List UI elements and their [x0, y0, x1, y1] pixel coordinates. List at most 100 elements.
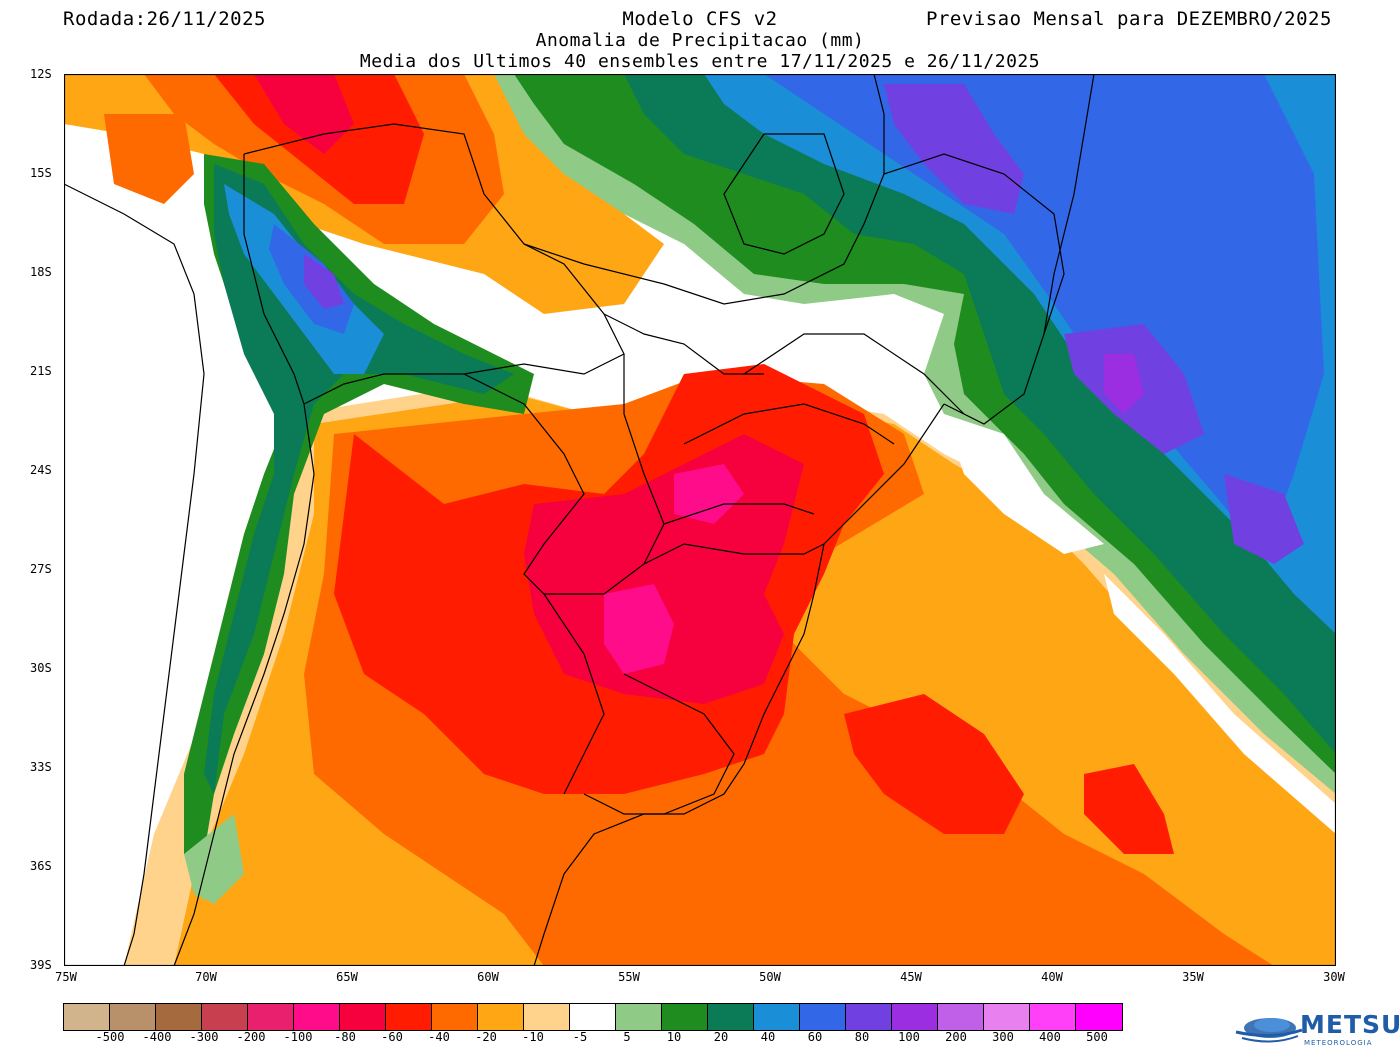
- lon-label-55w: 55W: [618, 970, 640, 984]
- ensemble-subtitle: Media dos Ultimos 40 ensembles entre 17/…: [359, 51, 1041, 72]
- forecast-title: Previsao Mensal para DEZEMBRO/2025: [926, 8, 1332, 30]
- lon-label-45w: 45W: [900, 970, 922, 984]
- map-canvas: [64, 74, 1336, 966]
- lat-label-39s: 39S: [30, 958, 52, 972]
- precipitation-anomaly-map: [64, 74, 1336, 966]
- legend-label: -200: [236, 1030, 266, 1044]
- legend-label: -5: [572, 1030, 588, 1044]
- legend-swatch: [524, 1004, 570, 1030]
- anomaly-plus100-south-east: [1224, 474, 1304, 564]
- legend-label: -20: [475, 1030, 497, 1044]
- legend-swatch: [64, 1004, 110, 1030]
- anomaly-fields: [64, 74, 1336, 966]
- lat-label-27s: 27S: [30, 562, 52, 576]
- legend-label: 40: [760, 1030, 776, 1044]
- anomaly-minus40-west: [104, 114, 194, 204]
- model-title: Modelo CFS v2: [622, 8, 778, 30]
- metsul-logo: [1235, 1018, 1303, 1043]
- legend-swatch: [294, 1004, 340, 1030]
- brazil-states-bahia: [883, 153, 1065, 335]
- legend-swatch: [754, 1004, 800, 1030]
- legend-label: 100: [898, 1030, 920, 1044]
- brazil-states-south: [643, 543, 825, 565]
- legend-label: 10: [666, 1030, 682, 1044]
- brazil-states-north: [523, 74, 885, 305]
- legend-swatch: [202, 1004, 248, 1030]
- brazil-states-mg: [743, 333, 965, 415]
- legend-swatch: [938, 1004, 984, 1030]
- legend-label: 60: [807, 1030, 823, 1044]
- legend-label: -100: [283, 1030, 313, 1044]
- legend-swatch: [1076, 1004, 1122, 1030]
- legend-swatch: [846, 1004, 892, 1030]
- legend-swatch: [478, 1004, 524, 1030]
- logo-name: METSUL: [1300, 1010, 1400, 1039]
- logo-subtitle: METEOROLOGIA: [1304, 1039, 1373, 1047]
- brazil-states-sp: [683, 403, 895, 445]
- anomaly-neutral-chile: [64, 234, 204, 966]
- brazil-states-goias: [723, 133, 845, 255]
- legend-label: -40: [428, 1030, 450, 1044]
- map-frame: [64, 74, 1336, 966]
- legend-label: -400: [142, 1030, 172, 1044]
- legend-label: 5: [623, 1030, 631, 1044]
- legend-swatch: [110, 1004, 156, 1030]
- lat-label-15s: 15S: [30, 166, 52, 180]
- boundaries: [64, 74, 1095, 966]
- legend-colorbar: [63, 1003, 1123, 1031]
- legend-label: 500: [1086, 1030, 1108, 1044]
- anomaly-neutral-coast: [944, 414, 1104, 554]
- uruguay-border: [583, 673, 735, 815]
- legend-label: 400: [1039, 1030, 1061, 1044]
- legend-label: -60: [381, 1030, 403, 1044]
- run-date: Rodada:26/11/2025: [63, 8, 266, 30]
- south-america-coastline: [64, 183, 205, 966]
- anomaly-minus60-atlantic: [844, 694, 1024, 834]
- lat-label-33s: 33S: [30, 760, 52, 774]
- lon-label-30w: 30W: [1323, 970, 1345, 984]
- legend-swatch: [432, 1004, 478, 1030]
- lon-label-60w: 60W: [477, 970, 499, 984]
- lon-label-75w: 75W: [55, 970, 77, 984]
- anomaly-plus100-andes: [304, 254, 344, 309]
- argentina-uruguay-border: [543, 593, 605, 795]
- legend-swatch: [1030, 1004, 1076, 1030]
- lon-label-65w: 65W: [336, 970, 358, 984]
- legend-label: -300: [189, 1030, 219, 1044]
- lat-label-24s: 24S: [30, 463, 52, 477]
- lat-label-30s: 30S: [30, 661, 52, 675]
- lon-label-35w: 35W: [1182, 970, 1204, 984]
- legend-label: 300: [992, 1030, 1014, 1044]
- legend-label: -500: [95, 1030, 125, 1044]
- atlantic-coastline: [533, 403, 945, 966]
- anomaly-plus200-east: [1104, 354, 1144, 414]
- anomaly-plus100-northeast: [884, 84, 1024, 214]
- legend-label: 200: [945, 1030, 967, 1044]
- anomaly-minus80-northwest: [254, 74, 354, 154]
- lat-label-21s: 21S: [30, 364, 52, 378]
- legend-label: 80: [854, 1030, 870, 1044]
- legend-swatch: [386, 1004, 432, 1030]
- lon-label-40w: 40W: [1041, 970, 1063, 984]
- anomaly-minus100-core: [604, 584, 674, 674]
- anomaly-minus60-atlantic-east: [1084, 764, 1174, 854]
- variable-title: Anomalia de Precipitacao (mm): [535, 30, 865, 51]
- anomaly-neutral-band: [1104, 574, 1336, 834]
- anomaly-minus100-core-north: [674, 464, 744, 524]
- lon-label-50w: 50W: [759, 970, 781, 984]
- legend-swatch: [984, 1004, 1030, 1030]
- andes-border: [173, 154, 315, 966]
- legend-swatch: [708, 1004, 754, 1030]
- brazil-states-parana: [663, 503, 815, 525]
- legend-label: -80: [334, 1030, 356, 1044]
- legend-label: 20: [713, 1030, 729, 1044]
- legend-swatch: [892, 1004, 938, 1030]
- legend-label: -10: [522, 1030, 544, 1044]
- lat-label-12s: 12S: [30, 67, 52, 81]
- legend-swatch: [570, 1004, 616, 1030]
- anomaly-plus40-andes: [204, 164, 514, 794]
- legend-swatch: [340, 1004, 386, 1030]
- lat-label-36s: 36S: [30, 859, 52, 873]
- legend-swatch: [248, 1004, 294, 1030]
- brazil-states-go-ms: [603, 313, 764, 375]
